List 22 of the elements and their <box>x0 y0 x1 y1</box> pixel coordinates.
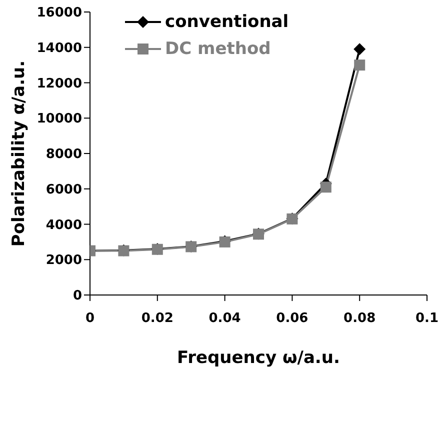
y-tick-label: 4000 <box>46 218 82 233</box>
point <box>354 43 366 56</box>
point <box>354 60 366 71</box>
y-tick-label: 0 <box>72 288 82 304</box>
x-tick-label: 0.1 <box>415 311 439 326</box>
y-tick-label: 2000 <box>46 253 82 268</box>
legend-label: DC method <box>165 38 271 58</box>
x-tick-label: 0.04 <box>208 311 241 326</box>
point <box>320 182 332 193</box>
x-axis-title: Frequency ω/a.u. <box>177 348 340 368</box>
y-tick-label: 6000 <box>46 182 82 198</box>
x-tick-label: 0 <box>85 311 95 326</box>
y-tick-label: 14000 <box>36 40 82 56</box>
y-axis-title: Polarizability α/a.u. <box>9 60 30 247</box>
y-tick-label: 8000 <box>46 147 82 162</box>
y-tick-label: 12000 <box>36 76 82 92</box>
x-tick-label: 0.08 <box>344 311 376 326</box>
legend-label: conventional <box>165 12 289 32</box>
y-tick-label: 16000 <box>36 6 82 21</box>
x-tick-label: 0.06 <box>276 311 308 326</box>
y-tick-label: 10000 <box>36 112 82 127</box>
x-tick-label: 0.02 <box>141 311 174 326</box>
